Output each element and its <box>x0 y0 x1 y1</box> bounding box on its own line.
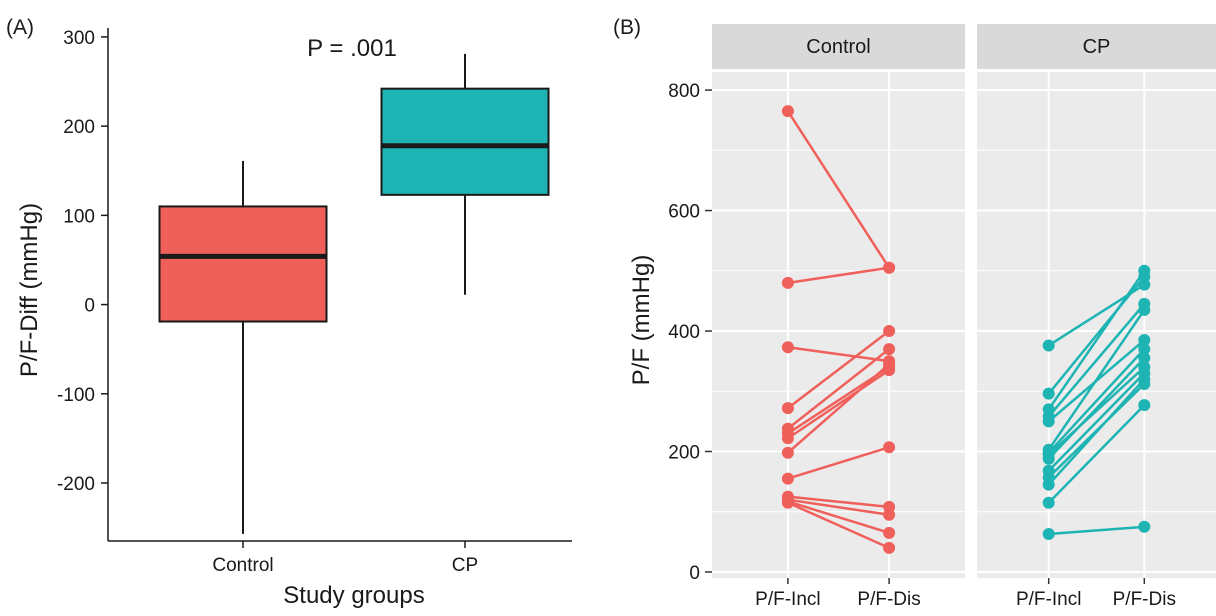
paired-line <box>1047 366 1146 456</box>
panel-background <box>712 72 965 578</box>
paired-line <box>787 498 890 516</box>
point-incl <box>781 341 794 354</box>
x-tick-label: P/F-Dis <box>857 589 920 610</box>
paired-line <box>787 266 890 285</box>
facet-strip <box>712 24 965 69</box>
point-incl <box>781 402 794 415</box>
y-tick-label: 200 <box>63 117 95 138</box>
point-dis <box>1138 303 1151 316</box>
paired-line <box>1047 303 1146 418</box>
point-dis <box>1138 352 1151 365</box>
x-tick-label: P/F-Incl <box>1016 589 1081 610</box>
paired-line <box>787 348 890 430</box>
paired-line <box>1047 348 1146 454</box>
paired-line <box>1047 270 1146 411</box>
point-dis <box>883 261 896 274</box>
y-tick-label: 800 <box>668 81 700 102</box>
p-value-annotation: P = .001 <box>307 35 397 62</box>
facet-strip <box>977 24 1216 69</box>
point-incl <box>1042 496 1055 509</box>
point-dis <box>1138 399 1151 412</box>
y-axis-title-b: P/F (mmHg) <box>628 255 655 386</box>
paired-line <box>787 369 890 440</box>
y-tick-label: 100 <box>63 206 95 227</box>
box-cp <box>380 87 550 196</box>
point-dis <box>1138 520 1151 533</box>
x-tick-label: P/F-Incl <box>755 589 820 610</box>
box-control <box>158 205 328 323</box>
point-incl <box>781 276 794 289</box>
point-dis <box>883 325 896 338</box>
y-tick-label: 300 <box>63 28 95 49</box>
point-incl <box>1042 528 1055 541</box>
paired-line <box>1047 378 1146 486</box>
x-tick-label: P/F-Dis <box>1113 589 1176 610</box>
point-dis <box>883 441 896 454</box>
paired-line <box>787 446 890 480</box>
point-dis <box>1138 334 1151 347</box>
point-dis <box>883 508 896 521</box>
point-dis <box>883 343 896 356</box>
point-dis <box>1138 373 1151 386</box>
facet-label: Control <box>806 36 870 58</box>
y-tick-label: 400 <box>668 322 700 343</box>
x-axis-title: Study groups <box>283 582 424 609</box>
point-incl <box>1042 478 1055 491</box>
paired-line <box>1047 309 1146 451</box>
paired-line <box>787 495 890 509</box>
point-incl <box>781 472 794 485</box>
facet-label: CP <box>1083 36 1111 58</box>
point-incl <box>781 446 794 459</box>
paired-line <box>787 501 890 550</box>
y-tick-label: 600 <box>668 202 700 223</box>
paired-line <box>787 346 890 363</box>
point-incl <box>1042 387 1055 400</box>
paired-line <box>787 500 890 535</box>
paired-line <box>1047 372 1146 472</box>
paired-line <box>1047 276 1146 395</box>
paired-line <box>787 363 890 454</box>
point-incl <box>781 105 794 118</box>
point-dis <box>1138 264 1151 277</box>
panel-b: (B) 0 200 400 600 800 Control P/F-Incl P/F-Dis C… <box>613 16 1216 610</box>
paired-line <box>1048 525 1145 536</box>
point-incl <box>781 432 794 445</box>
point-incl <box>1042 415 1055 428</box>
panel-background <box>977 72 1216 578</box>
y-tick-label: 0 <box>84 296 95 317</box>
y-tick-label: 0 <box>689 563 700 584</box>
point-dis <box>883 526 896 539</box>
paired-line <box>1047 357 1146 460</box>
y-tick-label: -200 <box>57 474 95 495</box>
x-tick-label: Control <box>212 555 273 576</box>
paired-line <box>787 330 890 410</box>
point-dis <box>883 541 896 554</box>
paired-line <box>1047 404 1146 504</box>
point-incl <box>781 496 794 509</box>
panel-b-label: (B) <box>613 16 641 39</box>
y-tick-label: 200 <box>668 443 700 464</box>
paired-line <box>786 110 891 269</box>
y-tick-label: -100 <box>57 385 95 406</box>
panel-a-label: (A) <box>6 16 34 39</box>
point-dis <box>1138 343 1151 356</box>
y-axis-title: P/F-Diff (mmHg) <box>16 203 43 377</box>
point-incl <box>1042 452 1055 465</box>
panel-a: (A) P = .001 -200 -100 0 100 200 300 Control CP… <box>6 16 572 609</box>
point-incl <box>1042 339 1055 352</box>
point-dis <box>883 358 896 371</box>
x-tick-label: CP <box>452 555 478 576</box>
